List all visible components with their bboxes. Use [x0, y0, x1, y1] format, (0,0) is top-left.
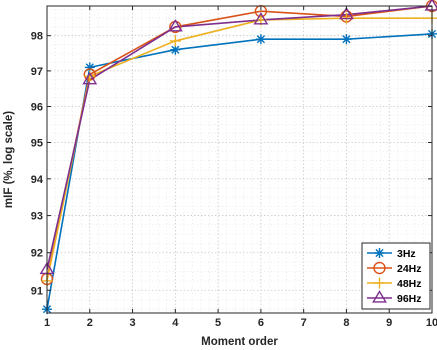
x-tick-label: 7 [301, 317, 307, 329]
data-point-3Hz [341, 34, 352, 45]
y-tick-label: 94 [31, 174, 44, 186]
x-tick-label: 8 [343, 317, 349, 329]
legend-label: 48Hz [397, 278, 422, 290]
data-point-96Hz [253, 12, 269, 25]
data-point-3Hz [170, 44, 181, 55]
x-tick-label: 2 [87, 317, 93, 329]
series-line-48Hz [46, 17, 432, 282]
x-tick-label: 10 [426, 317, 437, 329]
legend: 3Hz 24Hz 48Hz 96Hz [361, 242, 431, 310]
data-point-3Hz [255, 34, 266, 45]
series-line-96Hz [46, 5, 433, 270]
y-tick-label: 95 [31, 137, 43, 149]
legend-marker [374, 248, 385, 258]
y-tick-label: 97 [31, 66, 43, 78]
y-tick-label: 91 [31, 285, 43, 297]
series-layer [39, 0, 437, 315]
y-tick-label: 96 [31, 102, 43, 114]
plot-frame [46, 5, 433, 314]
legend-label: 96Hz [397, 293, 422, 305]
x-tick-label: 9 [386, 317, 392, 329]
x-tick-label: 6 [258, 317, 264, 329]
x-tick-label: 3 [129, 317, 135, 329]
y-tick-label: 92 [31, 248, 43, 260]
legend-label: 24Hz [397, 263, 422, 275]
x-tick-label: 1 [44, 317, 50, 329]
legend-label: 3Hz [397, 248, 416, 260]
x-axis-title: Moment order [201, 336, 278, 348]
legend-marker [373, 261, 386, 275]
data-point-96Hz [82, 71, 98, 85]
x-tick-label: 4 [172, 317, 179, 329]
y-tick-label: 98 [31, 31, 43, 43]
legend-marker [374, 277, 385, 289]
ticks: 1 2 3 4 5 6 7 8 9 10 91 92 93 94 95 96 97 98 [31, 6, 437, 329]
data-point-48Hz [169, 35, 181, 47]
data-point-96Hz [167, 19, 183, 32]
data-point-96Hz [339, 6, 354, 20]
y-axis-title: mIF (%, log scale) [3, 111, 15, 208]
x-tick-label: 5 [215, 317, 221, 329]
y-tick-label: 93 [31, 211, 43, 223]
legend-marker [372, 290, 387, 303]
